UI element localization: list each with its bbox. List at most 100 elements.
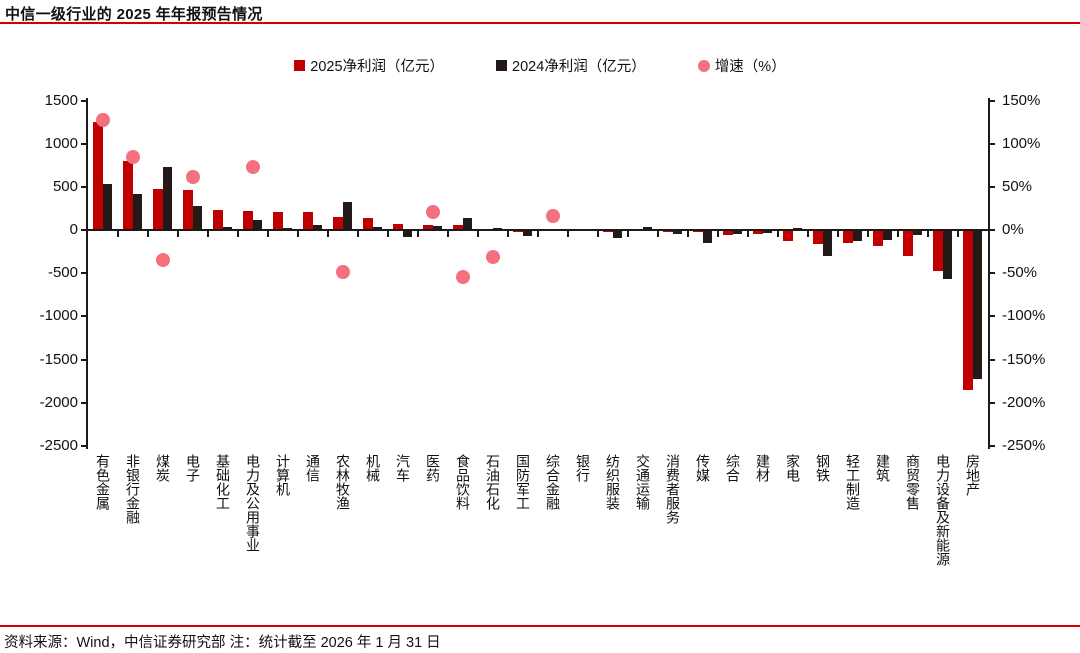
left-axis-tick [81,229,88,232]
bar-2025-net-profit [453,224,463,231]
bar-2025-net-profit [963,230,973,390]
bar-2025-net-profit [363,217,373,231]
right-axis-tick-label: -100% [1002,307,1046,325]
bar-2024-net-profit [612,230,623,239]
category-label: 交通运输 [635,453,651,510]
left-axis-tick [81,315,88,318]
growth-rate-dot [336,265,350,280]
bar-2024-net-profit [852,230,863,241]
left-axis-tick-label: 500 [52,178,78,196]
left-axis-tick [81,358,88,361]
right-axis-tick [988,358,995,361]
category-label: 综合金融 [545,453,561,510]
left-axis-tick [81,186,88,189]
category-label: 汽车 [395,453,411,482]
growth-rate-dot [156,253,170,268]
right-axis-tick-label: 150% [1002,91,1041,109]
legend-label: 2025净利润（亿元） [310,59,445,75]
title-divider [0,22,1080,24]
bar-2024-net-profit [762,230,773,234]
bar-2025-net-profit [243,210,253,231]
right-axis-tick [988,401,995,404]
bar-2025-net-profit [153,188,163,231]
bar-2025-net-profit [843,230,853,243]
right-axis-tick-label: -200% [1002,393,1046,411]
category-label: 有色金属 [95,453,111,510]
category-label: 电力设备及新能源 [935,453,951,566]
category-label: 传媒 [695,453,711,482]
category-boundary-tick [117,231,119,238]
category-boundary-tick [837,231,839,238]
bar-2024-net-profit [132,194,143,231]
left-axis-tick-label: -1500 [39,350,78,368]
category-label: 纺织服装 [605,453,621,510]
category-boundary-tick [777,231,779,238]
page-title: 中信一级行业的 2025 年年报预告情况 [5,6,263,23]
category-boundary-tick [747,231,749,238]
category-boundary-tick [297,231,299,238]
category-boundary-tick [567,231,569,238]
category-label: 国防军工 [515,453,531,510]
bar-2024-net-profit [342,202,353,231]
category-label: 房地产 [965,453,981,496]
bar-2024-net-profit [312,225,323,231]
right-axis-tick [988,142,995,145]
legend-label: 增速（%） [714,59,786,75]
bar-2024-net-profit [402,230,413,237]
bar-2025-net-profit [93,121,103,231]
bar-2024-net-profit [522,230,533,237]
bar-2024-net-profit [252,219,263,231]
growth-rate-dot [426,205,440,220]
left-axis-tick-label: -1000 [39,307,78,325]
right-axis-tick [988,444,995,447]
category-boundary-tick [207,231,209,238]
zero-baseline [86,228,990,232]
bar-2024-net-profit [372,226,383,231]
bar-2024-net-profit [642,227,653,231]
left-axis-tick [81,401,88,404]
category-boundary-tick [807,231,809,238]
category-label: 机械 [365,453,381,482]
left-axis-tick-label: -2500 [39,436,78,454]
bar-2025-net-profit [903,230,913,257]
bar-2024-net-profit [882,230,893,240]
category-boundary-tick [477,231,479,238]
category-boundary-tick [177,231,179,238]
bar-2024-net-profit [672,230,683,235]
bar-2024-net-profit [192,205,203,231]
category-boundary-tick [537,231,539,238]
category-boundary-tick [357,231,359,238]
left-axis-tick [81,272,88,275]
category-boundary-tick [657,231,659,238]
category-label: 电子 [185,453,201,482]
category-label: 基础化工 [215,453,231,510]
category-boundary-tick [867,231,869,238]
category-boundary-tick [717,231,719,238]
category-boundary-tick [507,231,509,238]
category-label: 建材 [755,453,771,482]
bar-2025-net-profit [873,230,883,247]
category-label: 煤炭 [155,453,171,482]
category-label: 综合 [725,453,741,482]
category-boundary-tick [447,231,449,238]
category-label: 非银行金融 [125,453,141,524]
category-label: 食品饮料 [455,453,471,510]
category-label: 石油石化 [485,453,501,510]
bar-2025-net-profit [753,230,763,235]
category-label: 家电 [785,453,801,482]
bar-2024-net-profit [102,184,113,231]
category-label: 医药 [425,453,441,482]
bar-2024-net-profit [462,217,473,231]
bar-2024-net-profit [222,226,233,231]
left-axis-line [86,97,88,449]
left-axis-tick-label: 0 [69,221,78,239]
legend-item: 2024净利润（亿元） [496,55,646,76]
right-axis-tick [988,315,995,318]
category-boundary-tick [927,231,929,238]
category-label: 通信 [305,453,321,482]
right-axis-tick-label: 0% [1002,221,1024,239]
category-boundary-tick [147,231,149,238]
category-boundary-tick [387,231,389,238]
bar-2025-net-profit [213,210,223,231]
category-label: 钢铁 [815,453,831,482]
